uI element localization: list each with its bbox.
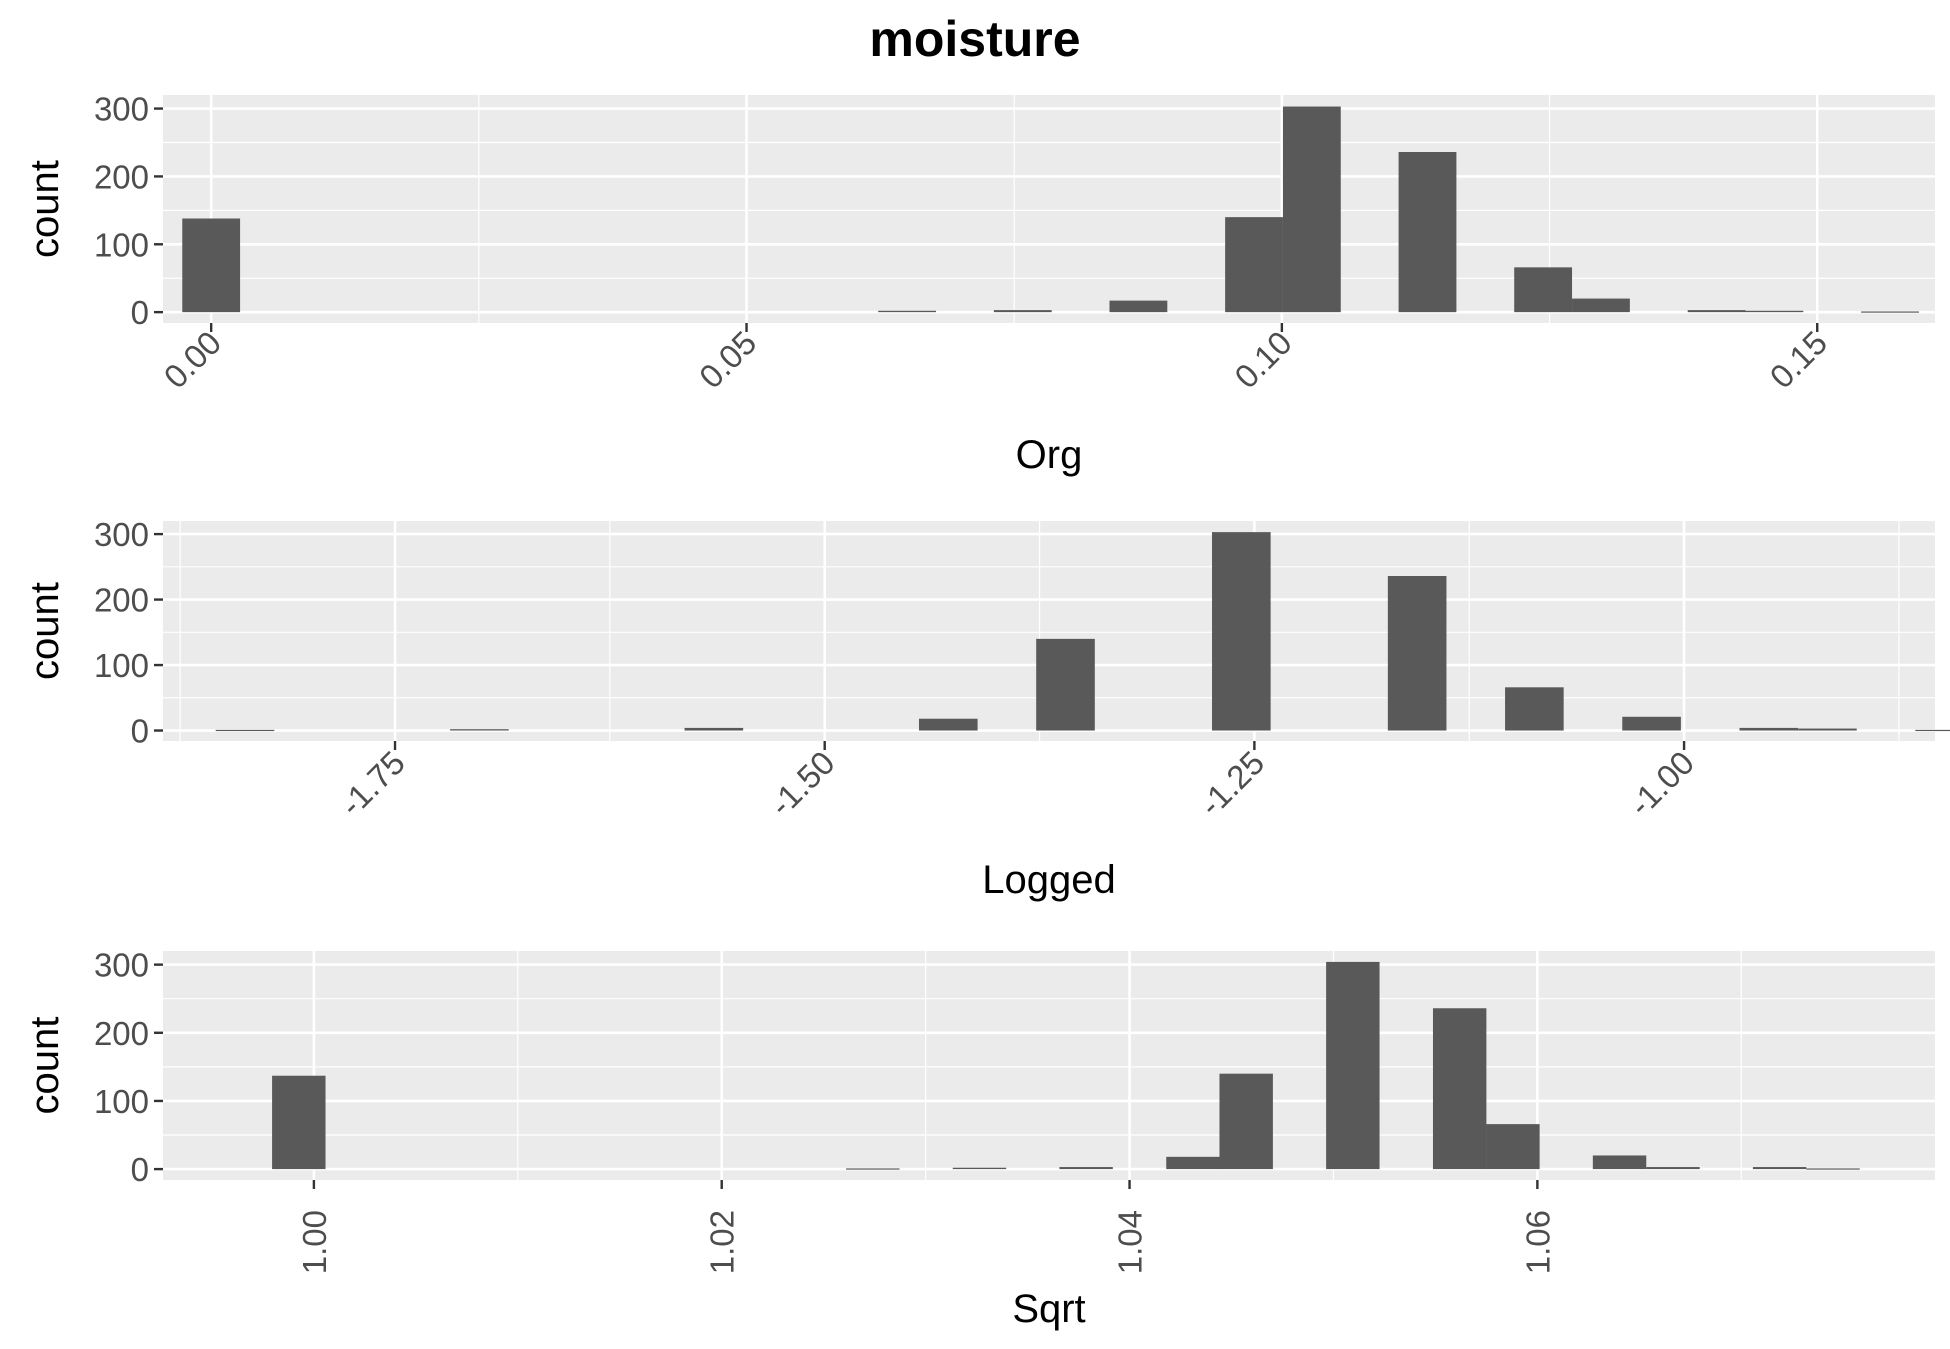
histogram-bar xyxy=(993,310,1052,313)
x-axis-title: Org xyxy=(1016,433,1083,477)
x-axis-title: Sqrt xyxy=(1012,1287,1085,1331)
histogram-bar xyxy=(1806,1168,1860,1170)
panel-logged: 0 100 200 300 -1.75 -1.50 -1.25 -1.00 Logged coun… xyxy=(23,516,1950,902)
histogram-bar xyxy=(1166,1156,1220,1170)
figure-title: moisture xyxy=(869,11,1080,67)
histogram-bar xyxy=(1622,716,1681,731)
histogram-bar xyxy=(1282,106,1341,313)
y-axis-title: count xyxy=(23,160,67,258)
x-tick-label: 0.00 xyxy=(157,324,229,396)
y-tick-label: 0 xyxy=(131,713,149,750)
histogram-bar xyxy=(1432,1008,1487,1170)
histogram-bar xyxy=(1059,1167,1113,1170)
panel-background xyxy=(163,95,1935,323)
histogram-bar xyxy=(1398,152,1457,313)
histogram-bar xyxy=(1572,298,1630,313)
y-tick-label: 200 xyxy=(94,158,149,195)
x-tick-label: -1.50 xyxy=(762,744,841,823)
histogram-bar xyxy=(182,218,241,313)
histogram-bar xyxy=(215,729,275,732)
histogram-bar xyxy=(1036,638,1095,731)
histogram-bar xyxy=(1387,576,1447,731)
y-axis-title: count xyxy=(23,1017,67,1115)
histogram-bar xyxy=(1212,532,1271,731)
histogram-bar xyxy=(1861,311,1919,313)
x-tick-label: 0.05 xyxy=(692,324,764,396)
histogram-bar xyxy=(1646,1167,1700,1170)
x-tick-label: 1.02 xyxy=(704,1210,741,1274)
x-tick-label: 1.06 xyxy=(1519,1210,1556,1274)
y-tick-label: 100 xyxy=(94,226,149,263)
histogram-bar xyxy=(1505,687,1564,731)
y-tick-label: 300 xyxy=(94,947,149,984)
y-tick-label: 0 xyxy=(131,294,149,331)
histogram-bar xyxy=(1326,961,1380,1170)
panels: 0 100 200 300 0.00 0.05 0.10 0.15 Org count 0 100 20… xyxy=(23,91,1950,1331)
x-tick-label: -1.00 xyxy=(1622,744,1701,823)
x-tick-label: -1.75 xyxy=(333,744,412,823)
y-tick-label: 300 xyxy=(94,91,149,128)
y-tick-label: 100 xyxy=(94,1083,149,1120)
x-tick-label: 0.10 xyxy=(1227,324,1299,396)
x-tick-label: -1.25 xyxy=(1192,744,1271,823)
histogram-bar xyxy=(450,729,509,731)
histogram-bar xyxy=(1592,1155,1647,1170)
histogram-bar xyxy=(1225,217,1283,313)
x-tick-label: 1.00 xyxy=(296,1210,333,1274)
histogram-bar xyxy=(1915,729,1950,732)
panel-org: 0 100 200 300 0.00 0.05 0.10 0.15 Org count xyxy=(23,91,1935,477)
histogram-bar xyxy=(846,1168,900,1170)
histogram-bar xyxy=(1109,300,1168,313)
histogram-bar xyxy=(1752,1167,1807,1170)
y-tick-label: 100 xyxy=(94,647,149,684)
panel-background xyxy=(163,951,1935,1180)
panel-sqrt: 0 100 200 300 1.00 1.02 1.04 1.06 Sqrt count xyxy=(23,947,1935,1331)
histogram-bar xyxy=(1798,728,1857,731)
histogram-bar xyxy=(1687,310,1746,313)
histogram-bar xyxy=(878,310,937,313)
x-axis-title: Logged xyxy=(982,858,1115,902)
y-tick-label: 300 xyxy=(94,516,149,553)
histogram-bar xyxy=(1745,310,1804,313)
y-axis-title: count xyxy=(23,582,67,680)
y-tick-label: 0 xyxy=(131,1151,149,1188)
histogram-bar xyxy=(918,718,978,731)
histogram-bar xyxy=(1219,1073,1273,1170)
histogram-bar xyxy=(1514,267,1573,313)
y-tick-label: 200 xyxy=(94,1015,149,1052)
histogram-bar xyxy=(684,727,744,731)
histogram-bar xyxy=(952,1167,1007,1170)
histogram-bar xyxy=(272,1075,326,1170)
histogram-bar xyxy=(1486,1124,1540,1170)
y-tick-label: 200 xyxy=(94,582,149,619)
x-tick-label: 1.04 xyxy=(1112,1210,1149,1274)
x-tick-label: 0.15 xyxy=(1763,324,1835,396)
histogram-bar xyxy=(1739,727,1799,731)
